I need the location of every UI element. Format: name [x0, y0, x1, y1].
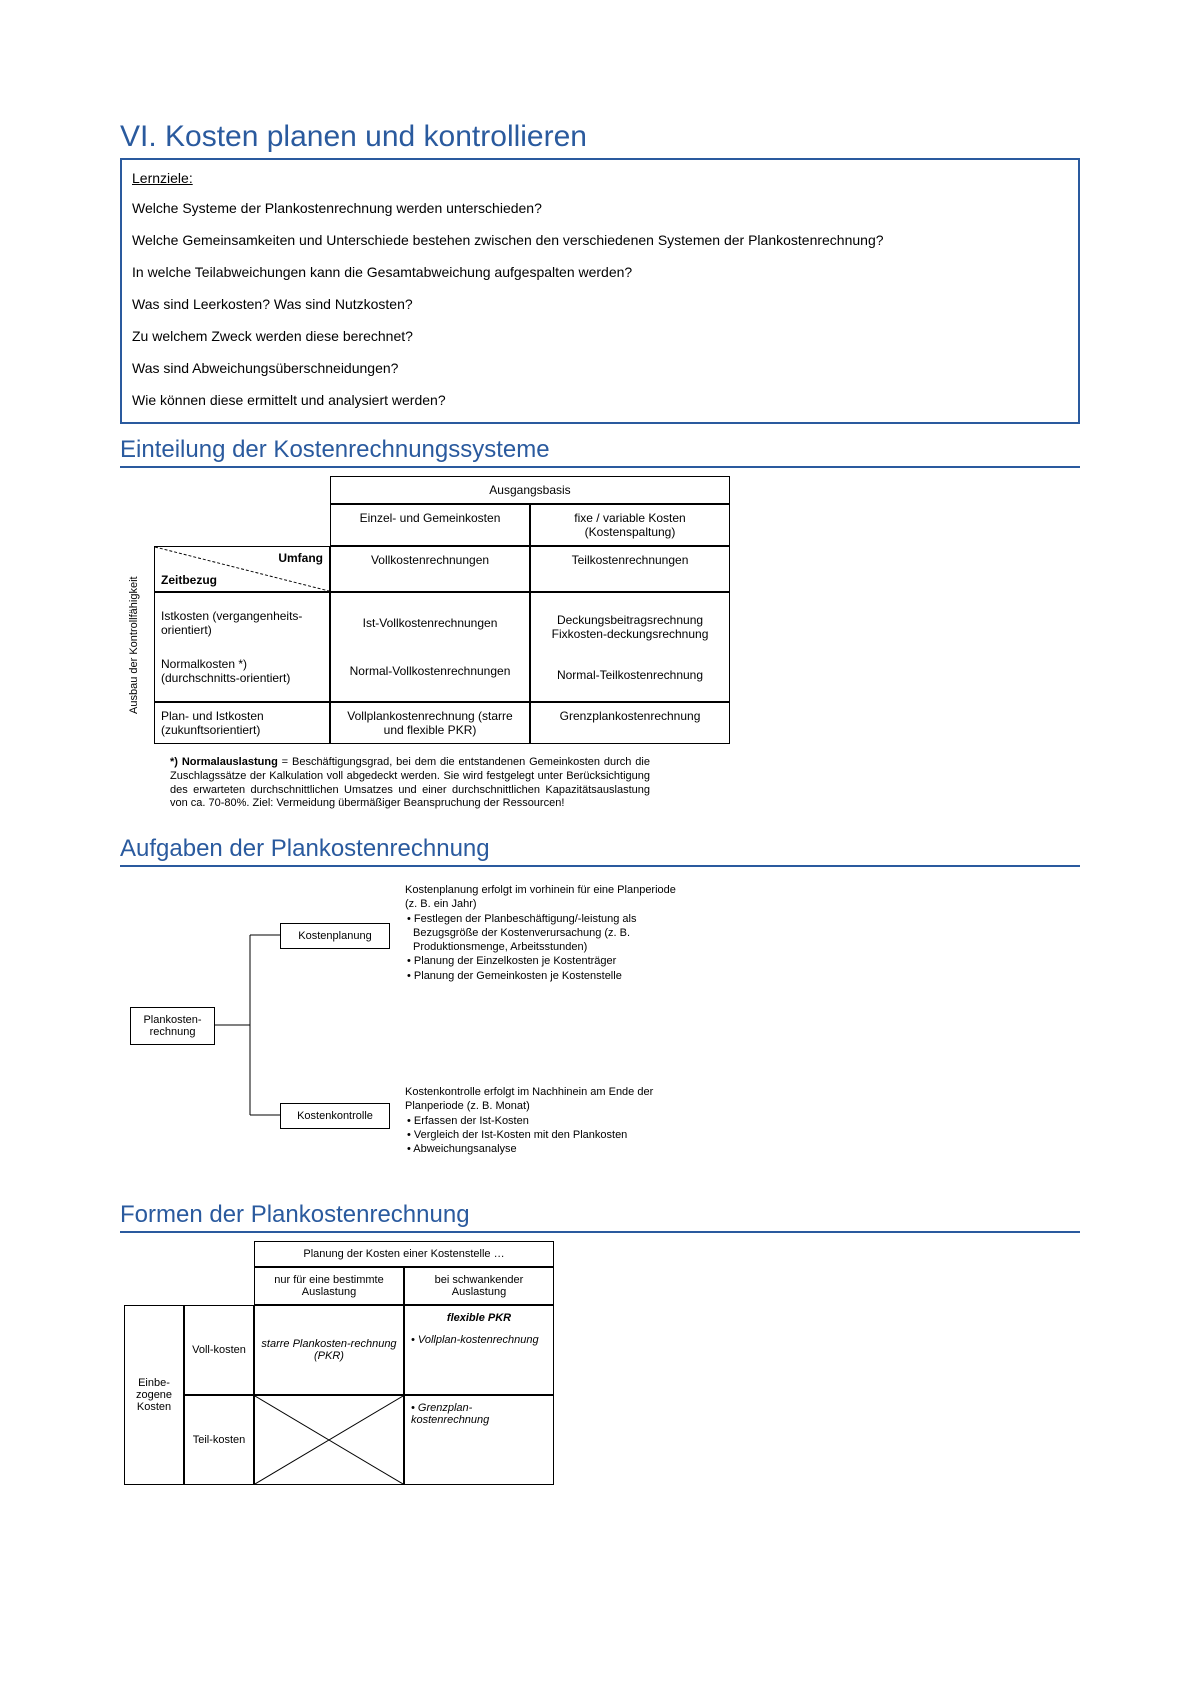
table-header: Planung der Kosten einer Kostenstelle … [254, 1241, 554, 1267]
plan-bullet: • Planung der Gemeinkosten je Kostenstel… [405, 969, 685, 983]
table-cell: Deckungsbeitragsrechnung Fixkosten-decku… [530, 592, 730, 702]
lernziele-item: Zu welchem Zweck werden diese berechnet? [132, 328, 1068, 344]
table-cell: Grenzplankostenrechnung [530, 702, 730, 744]
plan-bullet: • Festlegen der Planbeschäftigung/-leist… [405, 912, 685, 955]
vertical-axis-label: Ausbau der Kontrollfähigkeit [124, 546, 154, 744]
sub-cell: Normal-Teilkostenrechnung [537, 668, 723, 682]
plan-lead: Kostenplanung erfolgt im vorhinein für e… [405, 884, 676, 910]
table-cell: Plan- und Istkosten (zukunftsorientiert) [154, 702, 330, 744]
control-text: Kostenkontrolle erfolgt im Nachhinein am… [405, 1085, 685, 1156]
section-title: Formen der Plankostenrechnung [120, 1201, 1080, 1233]
header-zeitbezug: Zeitbezug [161, 573, 217, 587]
node-root: Plankosten-rechnung [130, 1007, 215, 1045]
systems-table: Ausgangsbasis Einzel- und Gemeinkosten f… [124, 476, 1080, 744]
footnote: *) Normalauslastung = Beschäftigungsgrad… [170, 756, 650, 811]
section-title: Aufgaben der Plankostenrechnung [120, 835, 1080, 867]
plan-bullet: • Planung der Einzelkosten je Kostenträg… [405, 954, 685, 968]
table-cell: Vollkostenrechnungen [330, 546, 530, 592]
table-cell: flexible PKR • Vollplan-kostenrechnung [404, 1305, 554, 1395]
table-diag-header: Umfang Zeitbezug [154, 546, 330, 592]
lernziele-heading: Lernziele: [132, 170, 1068, 186]
sub-cell: Ist-Vollkostenrechnungen [337, 616, 523, 630]
lernziele-item: Was sind Leerkosten? Was sind Nutzkosten… [132, 296, 1068, 312]
table-cell: Ist-Vollkostenrechnungen Normal-Vollkost… [330, 592, 530, 702]
table-cell: Istkosten (vergangenheits-orientiert) No… [154, 592, 330, 702]
page-title: VI. Kosten planen und kontrollieren [120, 120, 1080, 160]
lernziele-item: Was sind Abweichungsüberschneidungen? [132, 360, 1068, 376]
cell-bullet: • Vollplan-kostenrechnung [411, 1334, 539, 1346]
table-cell: starre Plankosten-rechnung (PKR) [254, 1305, 404, 1395]
node-plan: Kostenplanung [280, 923, 390, 949]
table-header: Ausgangsbasis [330, 476, 730, 504]
tasks-diagram: Plankosten-rechnung Kostenplanung Kosten… [120, 875, 1080, 1195]
lernziele-item: Wie können diese ermittelt und analysier… [132, 392, 1068, 408]
cell-bullet: • Grenzplan-kostenrechnung [411, 1402, 547, 1426]
table-header: bei schwankender Auslastung [404, 1267, 554, 1305]
control-lead: Kostenkontrolle erfolgt im Nachhinein am… [405, 1086, 653, 1112]
section-title: Einteilung der Kostenrechnungssysteme [120, 436, 1080, 468]
sub-cell: Deckungsbeitragsrechnung Fixkosten-decku… [537, 613, 723, 641]
table-cell: • Grenzplan-kostenrechnung [404, 1395, 554, 1485]
learning-objectives: Lernziele: Welche Systeme der Plankosten… [120, 160, 1080, 424]
control-bullet: • Abweichungsanalyse [405, 1142, 685, 1156]
cell-lead: flexible PKR [411, 1312, 547, 1324]
row-header: Voll-kosten [184, 1305, 254, 1395]
node-control: Kostenkontrolle [280, 1103, 390, 1129]
lernziele-item: In welche Teilabweichungen kann die Gesa… [132, 264, 1068, 280]
lernziele-item: Welche Systeme der Plankostenrechnung we… [132, 200, 1068, 216]
table-header: Einzel- und Gemeinkosten [330, 504, 530, 546]
table-header: nur für eine bestimmte Auslastung [254, 1267, 404, 1305]
sub-cell: Istkosten (vergangenheits-orientiert) [161, 609, 323, 637]
x-icon [255, 1396, 403, 1484]
table-cell-crossed [254, 1395, 404, 1485]
control-bullet: • Vergleich der Ist-Kosten mit den Plank… [405, 1128, 685, 1142]
row-header: Teil-kosten [184, 1395, 254, 1485]
plan-text: Kostenplanung erfolgt im vorhinein für e… [405, 883, 685, 983]
footnote-lead: *) Normalauslastung [170, 756, 278, 768]
header-umfang: Umfang [278, 551, 323, 565]
sub-cell: Normal-Vollkostenrechnungen [337, 664, 523, 678]
table-cell: Vollplankostenrechnung (starre und flexi… [330, 702, 530, 744]
control-bullet: • Erfassen der Ist-Kosten [405, 1114, 685, 1128]
row-group-header: Einbe-zogene Kosten [124, 1305, 184, 1485]
table-cell: Teilkostenrechnungen [530, 546, 730, 592]
formen-table: Planung der Kosten einer Kostenstelle … … [124, 1241, 1080, 1485]
table-header: fixe / variable Kosten (Kostenspaltung) [530, 504, 730, 546]
lernziele-item: Welche Gemeinsamkeiten und Unterschiede … [132, 232, 1068, 248]
sub-cell: Normalkosten *) (durchschnitts-orientier… [161, 657, 323, 685]
